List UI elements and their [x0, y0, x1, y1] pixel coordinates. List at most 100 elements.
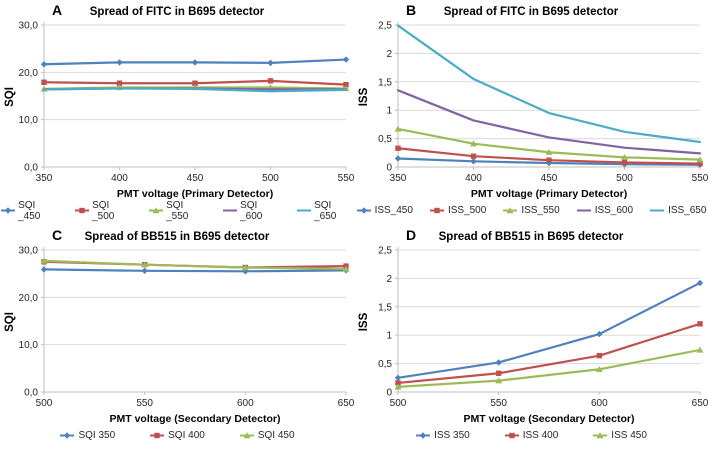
square-marker [192, 80, 198, 86]
x-tick-label: 350 [36, 173, 53, 184]
diamond-marker [394, 374, 402, 381]
panel-d-y-axis-title: ISS [358, 312, 370, 332]
legend-label: SQI 450 [257, 430, 295, 441]
y-tick-label: 1,5 [378, 77, 392, 88]
y-tick-label: 10,0 [19, 115, 39, 126]
panel-c-x-axis-title: PMT voltage (Secondary Detector) [109, 413, 281, 425]
x-tick-label: 350 [390, 173, 407, 184]
legend-label: ISS_650 [668, 205, 707, 216]
panel-c-plot-area: 0,0 10,0 20,0 30,0 500 550 600 650 [19, 246, 354, 410]
diamond-marker [141, 267, 148, 275]
legend-marker-diamond [1, 207, 15, 214]
triangle-marker [342, 265, 350, 272]
panel-b-label: B [406, 2, 417, 18]
y-tick-label: 0 [386, 163, 392, 174]
legend-item: ISS_550 [502, 205, 560, 216]
legend-marker-triangle [149, 207, 163, 214]
y-tick-label: 20,0 [19, 293, 39, 304]
legend-marker-square [150, 432, 165, 439]
square-marker [343, 81, 349, 88]
legend-item: SQI 400 [149, 430, 205, 441]
panel-a-title: Spread of FITC in B695 detector [89, 6, 265, 18]
legend-marker-diamond [356, 207, 371, 214]
panel-a: A Spread of FITC in B695 detector SQI 0,… [0, 0, 354, 225]
y-tick-label: 1 [386, 106, 392, 117]
x-tick-label: 500 [390, 398, 407, 409]
diamond-marker [342, 56, 350, 63]
legend-item: ISS_450 [356, 205, 413, 216]
diamond-marker [267, 59, 274, 67]
legend-item: ISS_600 [576, 205, 633, 216]
x-tick-label: 650 [338, 398, 354, 409]
legend-label: ISS 350 [434, 430, 470, 441]
square-marker [116, 80, 123, 86]
triangle-marker [621, 154, 628, 161]
diamond-marker [191, 59, 199, 66]
legend-marker-square [504, 432, 519, 439]
square-marker [395, 145, 401, 151]
y-tick-label: 30,0 [19, 246, 39, 257]
series-line [396, 281, 702, 379]
legend-marker-diamond [60, 432, 75, 439]
legend-marker-dash [650, 209, 665, 212]
diamond-marker [394, 155, 402, 162]
series-line [42, 268, 348, 273]
legend-marker-triangle [593, 432, 608, 439]
series-line [42, 87, 348, 93]
y-tick-label: 2,5 [378, 21, 392, 32]
legend-label: SQI _500 [92, 199, 115, 222]
legend-label: ISS 450 [611, 430, 647, 441]
x-tick-label: 550 [692, 173, 708, 184]
panel-b-y-axis-title: ISS [358, 87, 370, 107]
legend-label: SQI _600 [240, 199, 263, 222]
triangle-marker [394, 125, 402, 132]
x-tick-label: 550 [490, 398, 507, 409]
legend-item: SQI _550 [148, 200, 206, 222]
panel-a-x-axis-title: PMT voltage (Primary Detector) [116, 188, 274, 200]
series-line [396, 322, 702, 385]
y-tick-label: 0,0 [24, 163, 38, 174]
panel-c-title: Spread of BB515 in B695 detector [84, 231, 270, 243]
x-tick-label: 400 [111, 173, 128, 184]
legend-item: SQI 350 [59, 430, 115, 441]
panel-a-y-axis-title: SQI [4, 87, 16, 107]
y-tick-label: 0 [386, 388, 392, 399]
y-tick-label: 2 [386, 49, 392, 60]
x-tick-label: 500 [262, 173, 279, 184]
y-tick-label: 2 [386, 274, 392, 285]
series-line [396, 89, 702, 155]
panel-d-title: Spread of BB515 in B695 detector [438, 231, 624, 243]
panel-b-legend: ISS_450 ISS_500 ISS_550 ISS_600 ISS_650 [354, 202, 708, 219]
y-tick-label: 2,5 [378, 246, 392, 257]
panel-d-legend: ISS 350 ISS 400 ISS 450 [354, 427, 708, 444]
square-marker [596, 352, 603, 359]
legend-label: SQI 350 [78, 430, 116, 441]
triangle-marker [495, 377, 503, 384]
legend-label: ISS_550 [521, 205, 560, 216]
legend-item: SQI _500 [74, 200, 132, 222]
diamond-marker [116, 59, 123, 66]
triangle-marker [241, 264, 249, 271]
panel-c-label: C [52, 227, 63, 243]
diamond-marker [40, 61, 48, 68]
triangle-marker [696, 156, 704, 163]
panel-a-header: A Spread of FITC in B695 detector [0, 2, 354, 18]
x-tick-label: 500 [36, 398, 53, 409]
legend-label: ISS 400 [522, 430, 559, 441]
square-marker [41, 79, 47, 85]
legend-item: SQI _650 [296, 200, 354, 222]
x-tick-label: 650 [692, 398, 708, 409]
legend-item: SQI _600 [222, 200, 280, 222]
x-tick-label: 600 [591, 398, 608, 409]
legend-label: ISS_600 [594, 205, 634, 216]
x-tick-label: 550 [136, 398, 153, 409]
series-line [42, 259, 348, 271]
legend-label: SQI _650 [314, 199, 337, 222]
diamond-marker [495, 359, 502, 366]
legend-marker-square [429, 207, 444, 214]
triangle-marker [595, 365, 603, 372]
triangle-marker [394, 383, 402, 390]
series-line [396, 127, 702, 161]
triangle-marker [40, 257, 48, 264]
